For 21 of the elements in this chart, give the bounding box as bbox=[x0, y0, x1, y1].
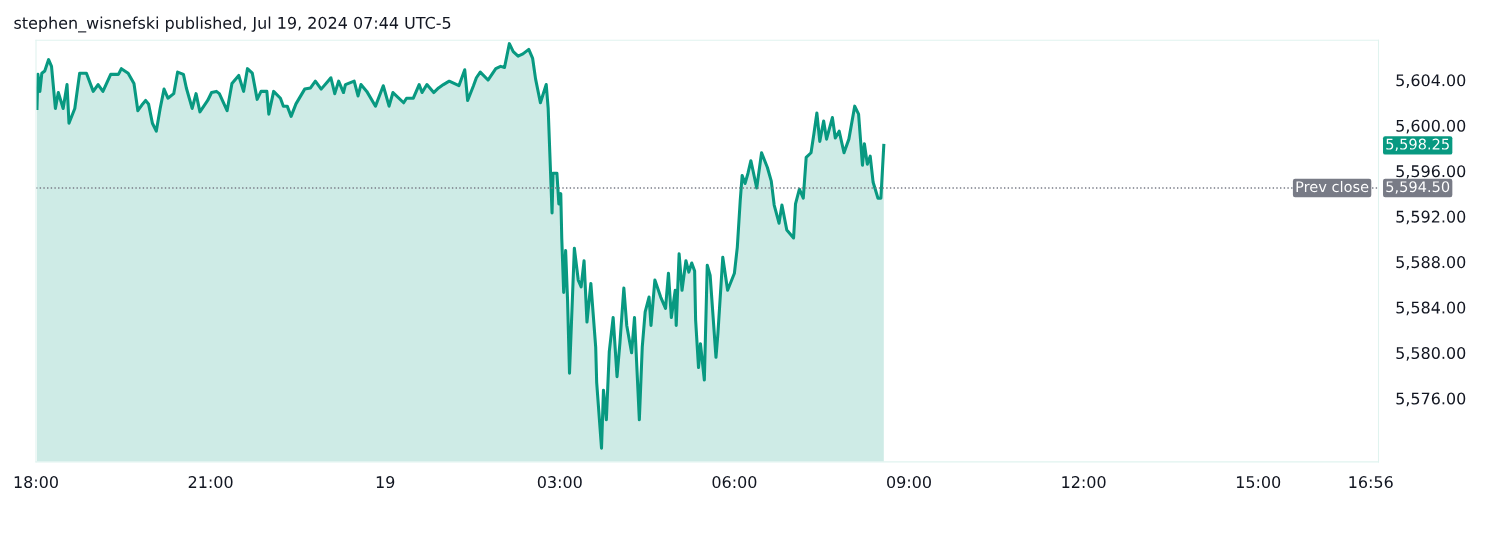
x-tick-label: 19 bbox=[376, 476, 395, 489]
x-tick-label: 06:00 bbox=[712, 476, 757, 489]
y-tick-label: 5,576.00 bbox=[1396, 392, 1466, 407]
y-tick-label: 5,600.00 bbox=[1396, 119, 1466, 134]
y-tick-label: 5,604.00 bbox=[1396, 74, 1466, 88]
y-tick-label: 5,584.00 bbox=[1396, 301, 1466, 316]
x-tick-label: 15:00 bbox=[1236, 476, 1281, 489]
y-tick-label: 5,588.00 bbox=[1396, 256, 1466, 270]
text: 5,594.50 bbox=[1386, 181, 1450, 194]
chart-title: stephen_wisnefski published, Jul 19, 2024 07:44 UTC-5 bbox=[14, 16, 451, 33]
y-tick-label: 5,580.00 bbox=[1396, 346, 1466, 361]
x-tick-label: 16:56 bbox=[1349, 476, 1393, 489]
x-tick-label: 21:00 bbox=[188, 476, 233, 489]
ref-line-label: Prev close bbox=[1296, 180, 1369, 193]
x-tick-label: 03:00 bbox=[537, 476, 582, 489]
text: 5,598.25 bbox=[1386, 138, 1449, 152]
y-tick-label: 5,592.00 bbox=[1396, 210, 1466, 225]
x-tick-label: 09:00 bbox=[887, 476, 931, 489]
x-tick-label: 12:00 bbox=[1062, 476, 1106, 489]
x-tick-label: 18:00 bbox=[14, 476, 58, 489]
y-tick-label: 5,596.00 bbox=[1396, 165, 1466, 179]
